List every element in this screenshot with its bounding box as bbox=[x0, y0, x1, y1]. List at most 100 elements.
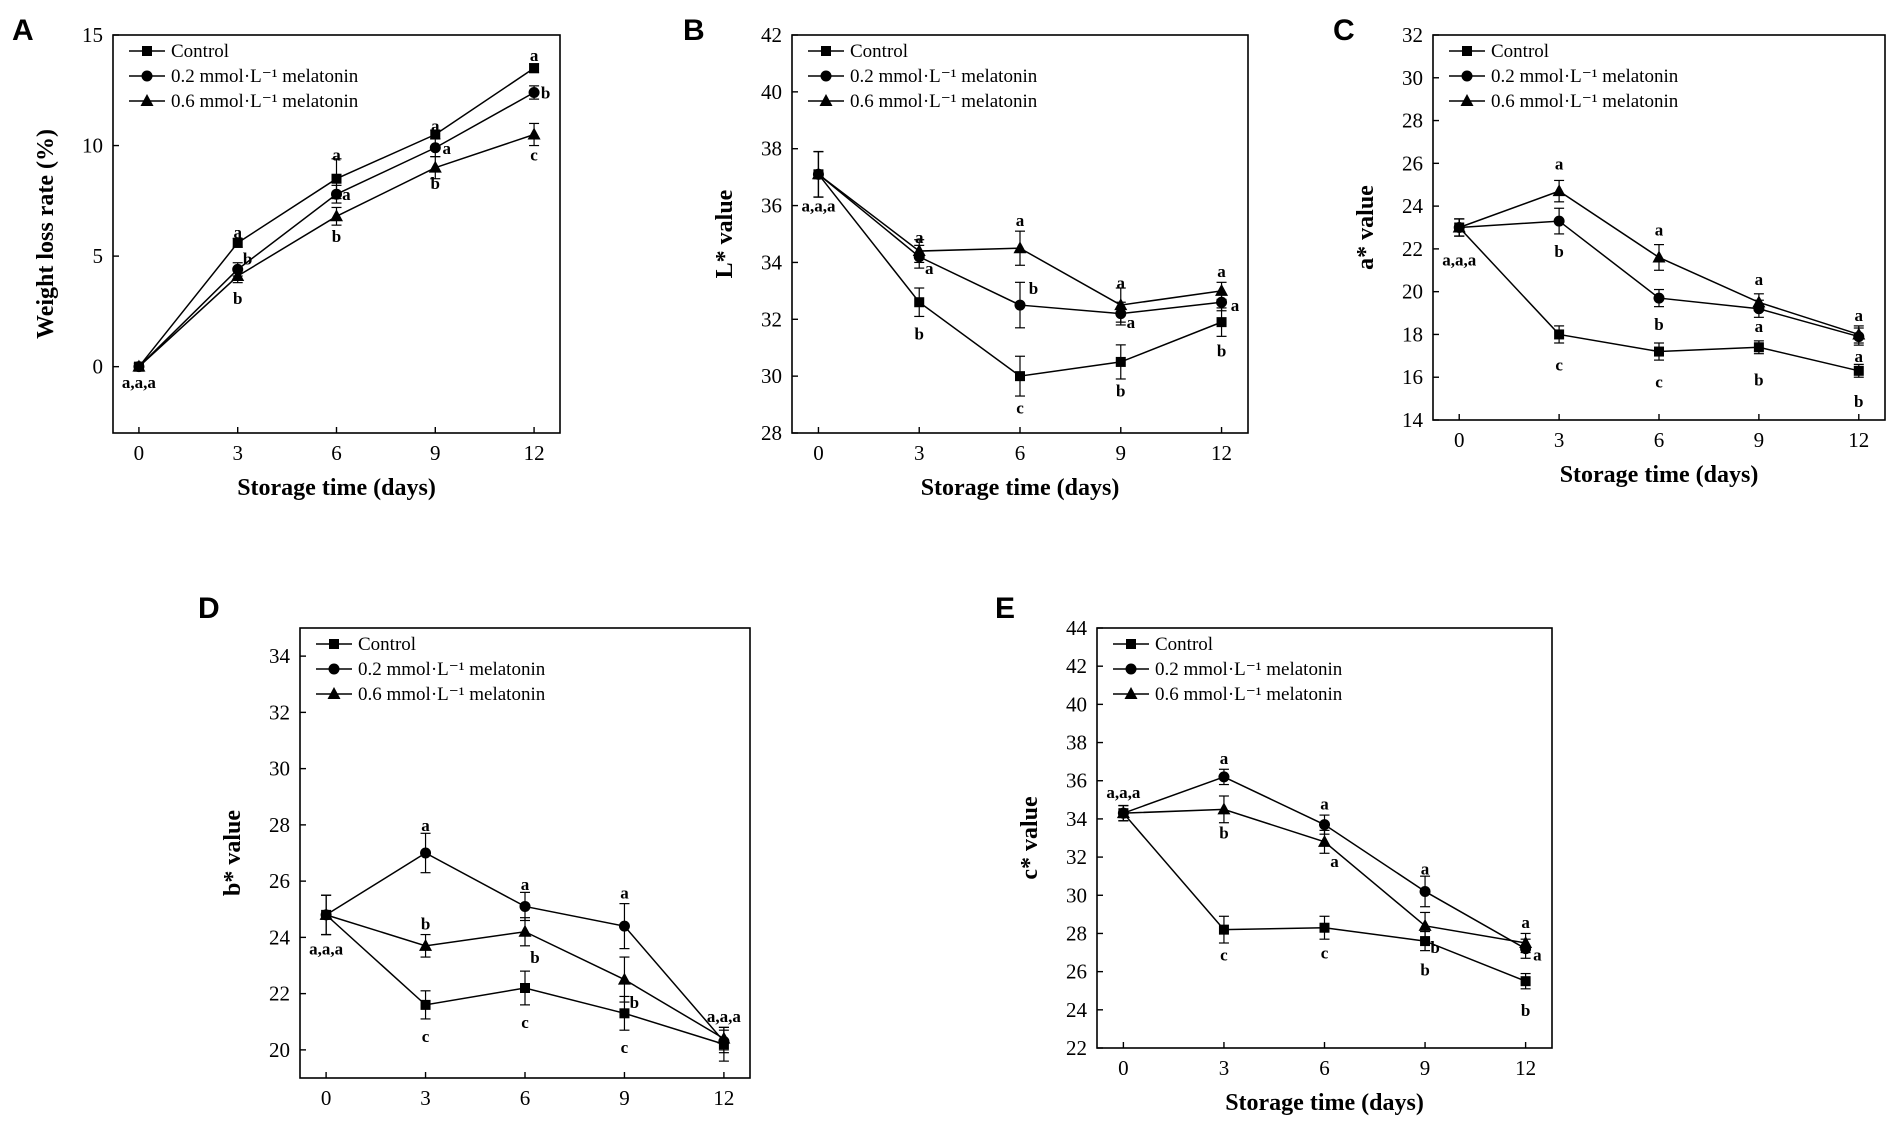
panel-letter: A bbox=[12, 14, 34, 47]
significance-label: b bbox=[914, 325, 923, 344]
data-point bbox=[717, 1031, 731, 1044]
x-tick-label: 3 bbox=[232, 441, 243, 465]
significance-label: b bbox=[1554, 242, 1563, 261]
y-tick-label: 16 bbox=[1402, 365, 1423, 389]
x-tick-label: 12 bbox=[524, 441, 545, 465]
y-tick-label: 24 bbox=[1402, 194, 1424, 218]
significance-label: b bbox=[1217, 342, 1226, 361]
data-point bbox=[618, 920, 630, 932]
legend-label: 0.2 mmol·L⁻¹ melatonin bbox=[358, 659, 546, 680]
data-point bbox=[429, 142, 441, 154]
data-point bbox=[1654, 346, 1664, 357]
significance-label: a bbox=[915, 228, 924, 247]
y-tick-label: 26 bbox=[1402, 151, 1423, 175]
y-tick-label: 28 bbox=[1402, 109, 1423, 133]
legend-marker bbox=[142, 46, 152, 56]
legend-marker bbox=[1124, 687, 1138, 699]
x-tick-label: 9 bbox=[430, 441, 441, 465]
data-point bbox=[1420, 936, 1431, 947]
significance-label: a bbox=[1555, 154, 1564, 173]
x-tick-label: 9 bbox=[619, 1086, 630, 1110]
panel-letter: C bbox=[1333, 14, 1355, 47]
legend-label: Control bbox=[358, 634, 416, 655]
y-tick-label: 34 bbox=[1066, 807, 1088, 831]
legend-label: 0.2 mmol·L⁻¹ melatonin bbox=[1155, 659, 1343, 680]
y-tick-label: 38 bbox=[1066, 731, 1087, 755]
series-triangle bbox=[1452, 179, 1866, 344]
y-tick-label: 22 bbox=[1066, 1036, 1087, 1060]
significance-label: c bbox=[1655, 373, 1663, 392]
legend-label: 0.6 mmol·L⁻¹ melatonin bbox=[358, 684, 546, 705]
series-line bbox=[817, 173, 1222, 377]
legend: Control 0.2 mmol·L⁻¹ melatonin 0.6 mmol·L⁻… bbox=[1113, 634, 1343, 705]
y-tick-label: 32 bbox=[1066, 845, 1087, 869]
data-point bbox=[1215, 283, 1229, 296]
x-tick-label: 12 bbox=[1848, 428, 1869, 452]
data-point bbox=[1419, 885, 1431, 897]
y-tick-label: 34 bbox=[269, 644, 291, 668]
data-point bbox=[331, 188, 342, 200]
legend-label: 0.6 mmol·L⁻¹ melatonin bbox=[850, 91, 1038, 112]
significance-label: a bbox=[1855, 306, 1864, 325]
data-point bbox=[330, 209, 343, 222]
legend: Control 0.2 mmol·L⁻¹ melatonin 0.6 mmol·L⁻… bbox=[129, 41, 359, 112]
legend-marker bbox=[328, 663, 340, 675]
data-point bbox=[430, 129, 441, 140]
y-tick-label: 42 bbox=[761, 23, 782, 47]
panel-letter: B bbox=[683, 14, 705, 47]
data-point bbox=[1520, 976, 1531, 987]
significance-label: a bbox=[332, 145, 341, 164]
y-tick-label: 10 bbox=[82, 134, 103, 158]
series-triangle bbox=[319, 894, 731, 1051]
x-tick-label: 3 bbox=[420, 1086, 431, 1110]
significance-label: a bbox=[1217, 262, 1226, 281]
data-point bbox=[617, 972, 631, 985]
data-point bbox=[1218, 924, 1229, 935]
y-tick-label: 36 bbox=[1066, 769, 1087, 793]
data-point bbox=[912, 244, 926, 257]
significance-label: b bbox=[1219, 823, 1228, 842]
legend-marker bbox=[327, 687, 341, 699]
legend-label: Control bbox=[1155, 634, 1213, 655]
x-tick-label: 3 bbox=[1554, 428, 1565, 452]
series-triangle bbox=[811, 150, 1229, 323]
significance-label: a,a,a bbox=[122, 373, 157, 392]
significance-label: a,a,a bbox=[801, 197, 836, 216]
x-tick-label: 12 bbox=[1211, 441, 1232, 465]
significance-label: a bbox=[1127, 313, 1136, 332]
data-point bbox=[1114, 298, 1128, 311]
significance-label: a,a,a bbox=[309, 940, 344, 959]
data-point bbox=[1553, 215, 1565, 227]
data-point bbox=[520, 983, 530, 993]
legend: Control 0.2 mmol·L⁻¹ melatonin 0.6 mmol·L⁻… bbox=[808, 41, 1038, 112]
data-point bbox=[1554, 329, 1565, 340]
x-axis-title: Storage time (days) bbox=[1225, 1090, 1424, 1116]
significance-label: a bbox=[1533, 945, 1542, 964]
significance-label: a bbox=[342, 185, 351, 204]
significance-label: c bbox=[1555, 355, 1563, 374]
significance-label: a bbox=[443, 139, 452, 158]
legend-label: Control bbox=[171, 41, 229, 62]
y-tick-label: 0 bbox=[93, 355, 104, 379]
legend-label: 0.6 mmol·L⁻¹ melatonin bbox=[1491, 91, 1679, 112]
data-point bbox=[1015, 371, 1025, 382]
data-point bbox=[319, 907, 333, 920]
significance-label: b bbox=[431, 174, 440, 193]
significance-label: a bbox=[620, 883, 629, 902]
data-point bbox=[1653, 292, 1665, 304]
x-tick-label: 6 bbox=[331, 441, 342, 465]
data-point bbox=[1014, 299, 1026, 311]
chart-panel-a: A 0 5 10 15 0 3 6 9 12 Storage time (days) Weight l… bbox=[12, 14, 561, 501]
data-point bbox=[1418, 918, 1432, 931]
data-point bbox=[1752, 295, 1766, 308]
data-point bbox=[1218, 771, 1230, 783]
data-point bbox=[1217, 802, 1231, 815]
x-tick-label: 12 bbox=[713, 1086, 734, 1110]
data-point bbox=[232, 237, 243, 248]
significance-label: b bbox=[1521, 1001, 1530, 1020]
significance-label: a bbox=[1755, 317, 1764, 336]
significance-label: a bbox=[1231, 296, 1240, 315]
x-axis-title: Storage time (days) bbox=[237, 475, 436, 501]
data-point bbox=[428, 160, 442, 173]
